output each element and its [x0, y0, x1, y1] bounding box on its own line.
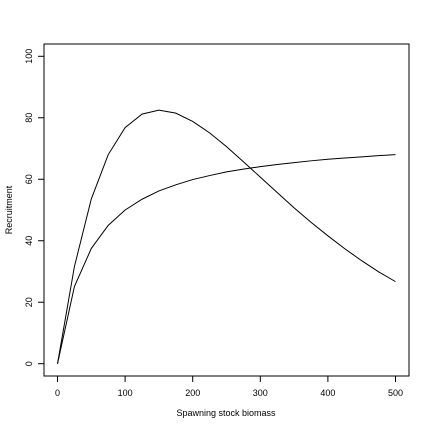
y-tick-label: 80 [24, 113, 34, 123]
y-tick-label: 40 [24, 236, 34, 246]
y-tick-label: 0 [24, 361, 34, 366]
line-series [57, 109, 396, 364]
x-tick-label: 400 [320, 388, 335, 398]
x-tick-label: 500 [388, 388, 403, 398]
x-tick-label: 100 [118, 388, 133, 398]
x-axis-label: Spawning stock biomass [176, 408, 276, 418]
x-tick-label: 200 [185, 388, 200, 398]
y-tick-label: 60 [24, 174, 34, 184]
x-tick-label: 0 [55, 388, 60, 398]
y-tick-label: 20 [24, 297, 34, 307]
plot-box [43, 43, 410, 377]
y-axis-label: Recruitment [4, 185, 14, 234]
line-series [57, 154, 396, 364]
y-tick-label: 100 [24, 49, 34, 64]
x-tick-label: 300 [253, 388, 268, 398]
